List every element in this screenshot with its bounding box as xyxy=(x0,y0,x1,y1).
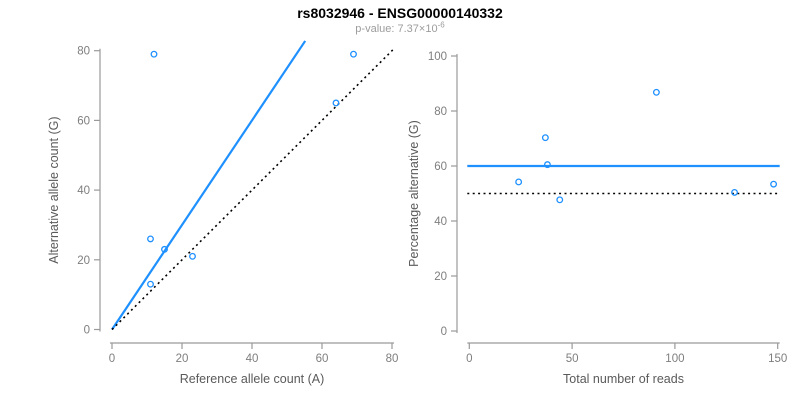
data-point xyxy=(543,161,551,169)
x-axis-title: Total number of reads xyxy=(563,372,684,386)
allele-counts-plot: 0 20 40 60 80 0 20 40 60 80 Reference allele count… xyxy=(47,40,399,386)
y-tick-label: 60 xyxy=(77,115,90,127)
data-point xyxy=(731,188,738,196)
x-tick-label: 20 xyxy=(176,353,189,365)
pvalue-exponent: -6 xyxy=(437,20,445,30)
y-tick-label: 0 xyxy=(441,326,447,338)
data-point xyxy=(350,50,357,58)
x-tick-label: 150 xyxy=(768,353,787,365)
y-tick-label: 60 xyxy=(434,161,447,173)
y-tick-label: 40 xyxy=(77,185,90,197)
y-tick-label: 0 xyxy=(84,325,90,337)
data-point xyxy=(147,235,154,243)
data-point xyxy=(189,252,196,260)
x-tick-label: 60 xyxy=(316,353,329,365)
plot-subtitle: p-value: 7.37×10-6 xyxy=(0,20,800,35)
x-tick-label: 40 xyxy=(246,353,259,365)
y-axis-title: Alternative allele count (G) xyxy=(47,116,61,263)
y-tick-label: 80 xyxy=(434,106,447,118)
identity-line xyxy=(111,48,395,331)
x-tick-label: 0 xyxy=(109,353,115,365)
data-point xyxy=(652,88,660,96)
y-tick-label: 40 xyxy=(434,216,447,228)
percentage-vs-coverage-plot: 0 20 40 60 80 100 0 50 100 150 Total number of rea… xyxy=(407,51,787,386)
y-tick-label: 100 xyxy=(428,51,447,63)
x-axis-title: Reference allele count (A) xyxy=(180,372,325,386)
data-point xyxy=(541,134,549,142)
x-tick-label: 80 xyxy=(386,353,399,365)
plot-title: rs8032946 - ENSG00000140332 xyxy=(297,5,503,21)
x-tick-label: 100 xyxy=(665,353,684,365)
data-point xyxy=(770,180,778,188)
data-point xyxy=(161,245,168,253)
data-point xyxy=(556,196,564,204)
x-tick-label: 0 xyxy=(466,353,472,365)
x-tick-label: 50 xyxy=(566,353,579,365)
data-point xyxy=(515,178,523,186)
y-tick-label: 80 xyxy=(77,46,90,58)
y-tick-label: 20 xyxy=(77,255,90,267)
y-axis-title: Percentage alternative (G) xyxy=(407,120,421,267)
data-point xyxy=(150,50,158,58)
data-point xyxy=(147,280,154,288)
data-point xyxy=(332,99,340,107)
fitted-ratio-line xyxy=(111,40,307,331)
y-tick-label: 20 xyxy=(434,271,447,283)
pvalue-text: p-value: 7.37×10 xyxy=(355,23,438,35)
